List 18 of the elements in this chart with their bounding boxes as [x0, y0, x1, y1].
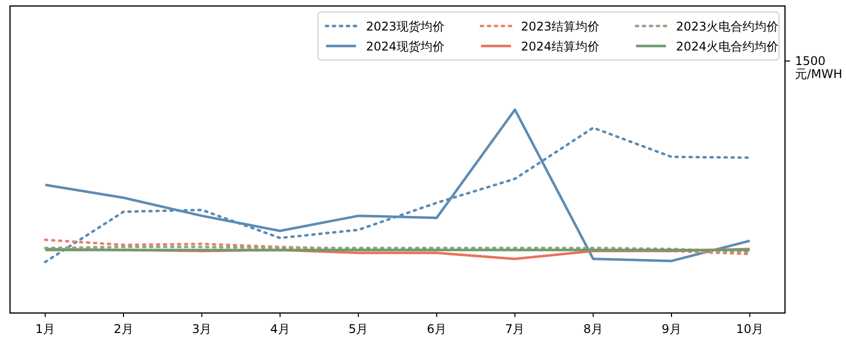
x-tick-label: 1月 [35, 322, 56, 336]
x-tick-label: 3月 [192, 322, 212, 336]
y-axis-title: 元/MWH [795, 67, 842, 81]
legend-label: 2024火电合约均价 [676, 40, 779, 54]
x-tick-label: 7月 [505, 322, 525, 336]
text: 1500 [795, 54, 826, 68]
x-tick-label: 4月 [270, 322, 290, 336]
legend-label: 2023火电合约均价 [676, 20, 779, 34]
legend-label: 2024结算均价 [521, 40, 600, 54]
legend-label: 2023现货均价 [366, 20, 445, 34]
x-tick-label: 9月 [662, 322, 682, 336]
x-tick-label: 10月 [736, 322, 764, 336]
legend-label: 2024现货均价 [366, 40, 445, 54]
x-tick-label: 8月 [583, 322, 604, 336]
legend-label: 2023结算均价 [521, 20, 600, 34]
x-tick-label: 5月 [348, 322, 368, 336]
x-tick-label: 6月 [426, 322, 446, 336]
x-tick-label: 2月 [114, 322, 134, 336]
